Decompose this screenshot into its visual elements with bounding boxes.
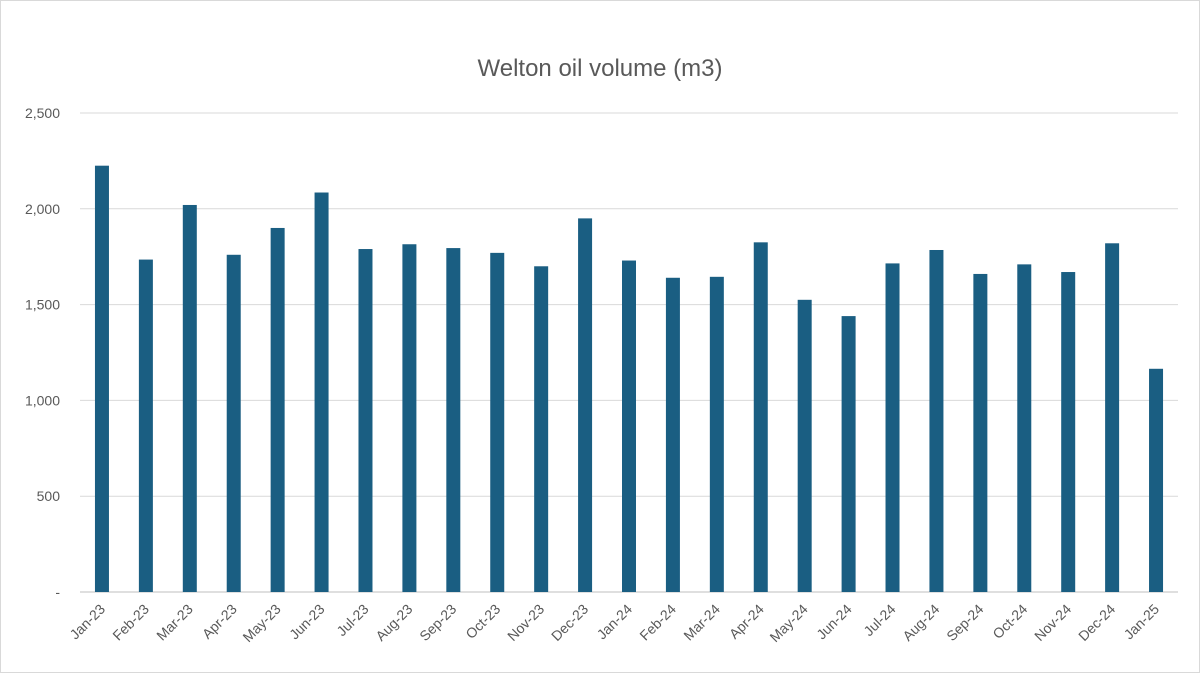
x-tick-label: Feb-24 <box>636 601 679 644</box>
y-tick-label: 500 <box>37 488 61 504</box>
x-tick-label: May-24 <box>766 601 810 645</box>
bar <box>622 260 636 592</box>
x-axis-ticks: Jan-23 Feb-23 Mar-23 Apr-23 May-23 Jun-23 Jul-… <box>66 601 1162 645</box>
bar <box>753 242 768 592</box>
bar <box>182 204 197 592</box>
bar <box>314 192 329 592</box>
x-tick-label: Jun-24 <box>813 601 855 643</box>
chart-title: Welton oil volume (m3) <box>477 55 723 82</box>
bar <box>534 266 549 592</box>
bar <box>1017 264 1032 592</box>
bar <box>1105 243 1120 592</box>
bar <box>138 259 153 592</box>
bar <box>841 316 856 592</box>
bar <box>578 218 593 592</box>
bars <box>94 165 1164 593</box>
bar <box>885 263 900 592</box>
bar <box>446 248 461 592</box>
x-tick-label: Nov-24 <box>1031 601 1074 644</box>
x-tick-label: Jan-23 <box>66 601 108 643</box>
y-tick-label: 2,000 <box>25 201 60 217</box>
x-tick-label: Oct-24 <box>989 601 1030 642</box>
x-tick-label: Mar-23 <box>153 601 196 644</box>
x-tick-label: Sep-24 <box>943 601 986 644</box>
x-tick-label: Jun-23 <box>286 601 328 643</box>
bar <box>358 249 373 592</box>
y-axis-ticks: - 500 1,000 1,500 2,000 2,500 <box>25 105 60 600</box>
x-tick-label: Apr-24 <box>726 601 767 642</box>
x-tick-label: May-23 <box>239 601 283 645</box>
bar <box>94 165 109 592</box>
y-tick-label: - <box>55 584 60 600</box>
x-tick-label: Feb-23 <box>109 601 152 644</box>
x-tick-label: Oct-23 <box>462 601 503 642</box>
x-tick-label: Dec-23 <box>548 601 591 644</box>
bar <box>490 252 505 593</box>
y-tick-label: 1,500 <box>25 297 60 313</box>
x-tick-label: Aug-24 <box>899 601 942 644</box>
bar <box>929 249 944 592</box>
bar <box>402 244 417 592</box>
x-tick-label: Dec-24 <box>1075 601 1118 644</box>
bar <box>973 273 988 592</box>
x-tick-label: Nov-23 <box>504 601 547 644</box>
y-tick-label: 1,000 <box>25 392 60 408</box>
bar <box>797 299 812 592</box>
y-tick-label: 2,500 <box>25 105 60 121</box>
x-tick-label: Jul-23 <box>333 601 371 639</box>
bar <box>665 277 680 592</box>
bar <box>1149 368 1164 592</box>
x-tick-label: Mar-24 <box>680 601 723 644</box>
x-tick-label: Jul-24 <box>860 601 898 639</box>
bar <box>226 254 241 592</box>
bar <box>709 276 724 592</box>
x-tick-label: Aug-23 <box>372 601 415 644</box>
x-tick-label: Jan-24 <box>594 601 636 643</box>
bar <box>1061 272 1076 592</box>
x-tick-label: Apr-23 <box>199 601 240 642</box>
x-tick-label: Sep-23 <box>416 601 459 644</box>
bar <box>270 227 285 592</box>
x-tick-label: Jan-25 <box>1121 601 1163 643</box>
